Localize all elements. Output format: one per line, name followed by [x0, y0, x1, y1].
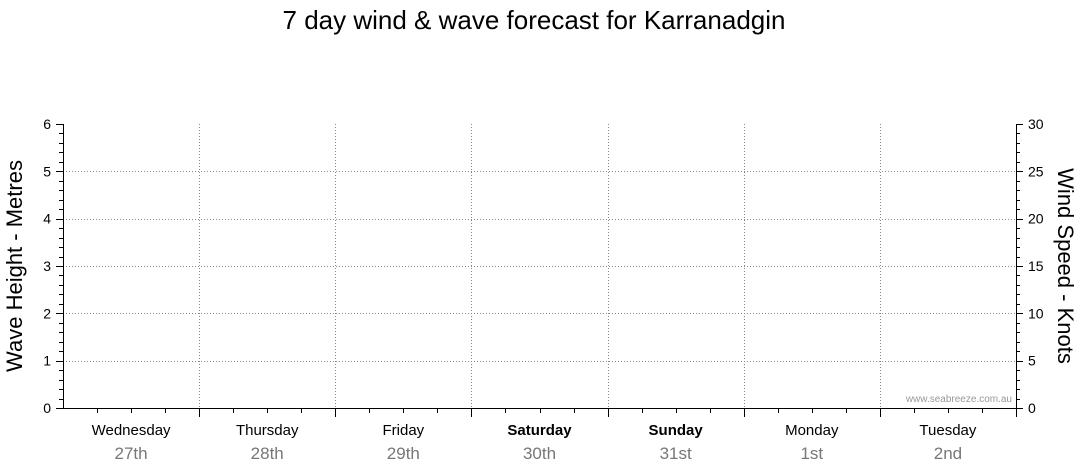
y-right-axis-title: Wind Speed - Knots [1053, 168, 1078, 364]
day-date-label: 30th [523, 444, 556, 463]
y-right-tick-label: 30 [1028, 116, 1044, 132]
y-left-tick-label: 6 [43, 116, 51, 132]
y-right-tick-label: 20 [1028, 211, 1044, 227]
day-name-label: Wednesday [92, 422, 171, 439]
y-left-tick-label: 3 [43, 258, 51, 274]
day-name-label: Sunday [649, 422, 704, 439]
grid-layer [63, 124, 1016, 408]
tick-layer: 0 1 2 3 4 5 6 0 5 10 15 20 25 30 [43, 116, 1044, 416]
y-left-axis-title: Wave Height - Metres [2, 160, 27, 372]
day-name-label: Thursday [236, 422, 299, 439]
day-date-label: 28th [251, 444, 284, 463]
y-left-tick-label: 5 [43, 163, 51, 179]
day-date-label: 31st [660, 444, 692, 463]
day-name-label: Saturday [507, 422, 572, 439]
y-left-tick-label: 4 [43, 211, 51, 227]
axis-layer [56, 124, 1023, 417]
day-name-label: Monday [785, 422, 839, 439]
day-date-label: 2nd [934, 444, 962, 463]
day-name-label: Friday [383, 422, 425, 439]
site-credit: www.seabreeze.com.au [905, 394, 1012, 405]
chart-title: 7 day wind & wave forecast for Karranadg… [283, 5, 786, 35]
day-date-label: 29th [387, 444, 420, 463]
day-labels: Wednesday 27th Thursday 28th Friday 29th Satur… [92, 422, 977, 463]
y-right-tick-label: 15 [1028, 258, 1044, 274]
y-left-tick-label: 2 [43, 305, 51, 321]
day-name-label: Tuesday [919, 422, 976, 439]
day-date-label: 1st [800, 444, 823, 463]
y-left-tick-label: 1 [43, 353, 51, 369]
day-date-label: 27th [115, 444, 148, 463]
y-right-tick-label: 10 [1028, 305, 1044, 321]
y-right-tick-label: 25 [1028, 163, 1044, 179]
y-right-tick-label: 5 [1028, 353, 1036, 369]
y-right-tick-label: 0 [1028, 400, 1036, 416]
y-left-tick-label: 0 [43, 400, 51, 416]
